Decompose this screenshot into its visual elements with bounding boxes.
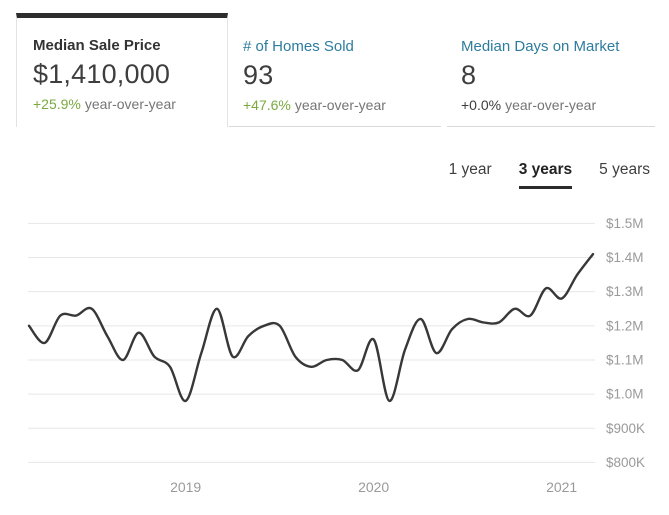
tab-value: $1,410,000: [33, 59, 171, 89]
range-option-5-years[interactable]: 5 years: [599, 161, 650, 178]
tab-median-sale-price[interactable]: Median Sale Price $1,410,000 +25.9% year-…: [16, 13, 228, 127]
tab-homes-sold[interactable]: # of Homes Sold 93 +47.6% year-over-year: [229, 13, 441, 127]
y-axis-tick-label: $1.4M: [606, 250, 644, 265]
y-axis-tick-label: $1.5M: [606, 216, 644, 231]
y-axis-tick-label: $800K: [606, 455, 645, 470]
change-percent: +25.9%: [33, 96, 81, 112]
tab-change: +0.0% year-over-year: [461, 97, 641, 114]
tab-change: +47.6% year-over-year: [243, 97, 427, 114]
change-percent: +0.0%: [461, 97, 502, 113]
change-percent: +47.6%: [243, 97, 291, 113]
range-option-3-years[interactable]: 3 years: [518, 161, 573, 189]
y-axis-tick-label: $900K: [606, 421, 645, 436]
tab-title: # of Homes Sold: [243, 38, 354, 55]
median-sale-price-line: [27, 252, 595, 403]
tab-value: 93: [243, 60, 274, 90]
tab-title: Median Days on Market: [461, 38, 620, 55]
x-axis-tick-label: 2019: [170, 479, 201, 495]
change-suffix: year-over-year: [505, 97, 597, 113]
change-suffix: year-over-year: [294, 97, 386, 113]
x-axis-tick-label: 2021: [546, 479, 577, 495]
y-axis-tick-label: $1.2M: [606, 318, 644, 333]
range-option-1-year[interactable]: 1 year: [448, 161, 492, 178]
y-axis-tick-label: $1.1M: [606, 352, 644, 367]
tab-change: +25.9% year-over-year: [33, 96, 211, 113]
y-axis-tick-label: $1.0M: [606, 387, 644, 402]
tab-title: Median Sale Price: [33, 37, 161, 54]
change-suffix: year-over-year: [84, 96, 176, 112]
tab-value: 8: [461, 60, 477, 90]
y-axis-tick-label: $1.3M: [606, 284, 644, 299]
x-axis-tick-label: 2020: [358, 479, 389, 495]
time-range-selector: 1 year 3 years 5 years: [449, 161, 650, 189]
tab-days-on-market[interactable]: Median Days on Market 8 +0.0% year-over-y…: [447, 13, 655, 127]
